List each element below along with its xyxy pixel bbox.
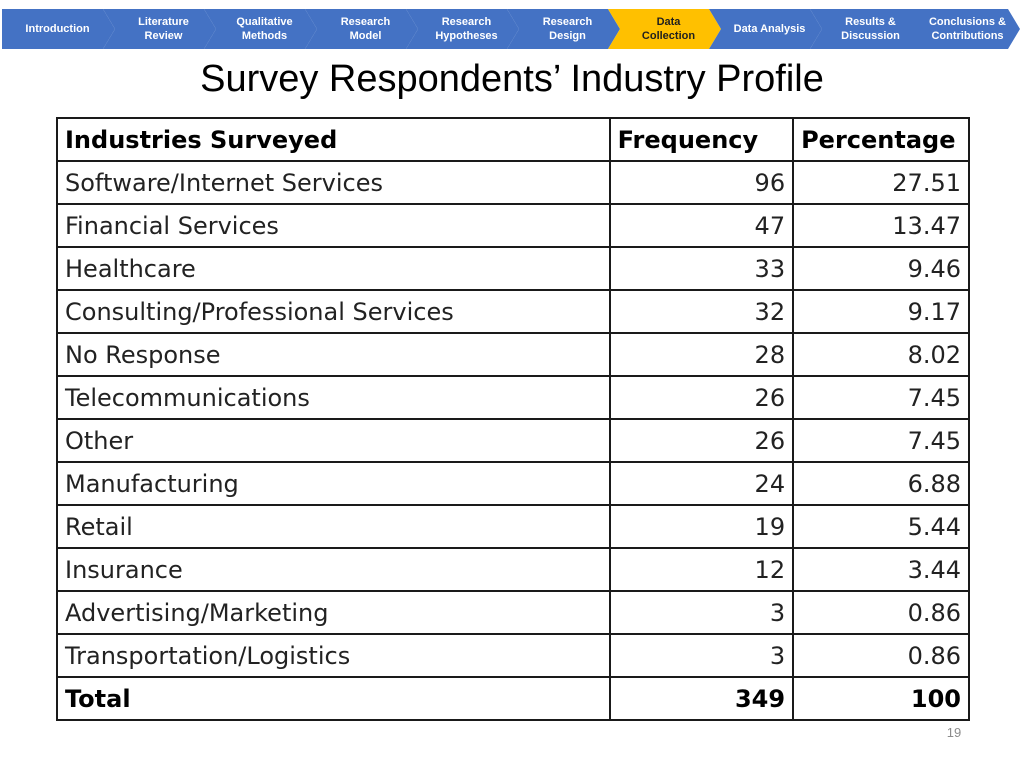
frequency-cell: 28 — [608, 332, 795, 377]
industry-cell: Healthcare — [56, 246, 611, 291]
header-percentage: Percentage — [792, 117, 970, 162]
total-percentage-cell: 100 — [792, 676, 970, 721]
frequency-cell: 12 — [608, 547, 795, 592]
industry-cell: No Response — [56, 332, 611, 377]
table-header-row: Industries Surveyed Frequency Percentage — [56, 117, 970, 162]
industry-cell: Software/Internet Services — [56, 160, 611, 205]
industry-cell: Other — [56, 418, 611, 463]
nav-step-research-model[interactable]: Research Model — [305, 9, 418, 49]
table-row: Consulting/Professional Services 32 9.17 — [56, 289, 970, 334]
frequency-cell: 24 — [608, 461, 795, 506]
percentage-cell: 0.86 — [792, 590, 970, 635]
table-row: Insurance 12 3.44 — [56, 547, 970, 592]
header-frequency: Frequency — [608, 117, 795, 162]
table-row: Transportation/Logistics 3 0.86 — [56, 633, 970, 678]
table-row: No Response 28 8.02 — [56, 332, 970, 377]
percentage-cell: 27.51 — [792, 160, 970, 205]
nav-step-research-design[interactable]: Research Design — [507, 9, 620, 49]
percentage-cell: 9.46 — [792, 246, 970, 291]
table-row: Software/Internet Services 96 27.51 — [56, 160, 970, 205]
table-row: Other 26 7.45 — [56, 418, 970, 463]
page-number: 19 — [946, 725, 962, 740]
process-navigation: Introduction Literature Review Qualitati… — [2, 9, 1020, 49]
frequency-cell: 96 — [608, 160, 795, 205]
percentage-cell: 0.86 — [792, 633, 970, 678]
industry-cell: Financial Services — [56, 203, 611, 248]
frequency-cell: 32 — [608, 289, 795, 334]
nav-step-introduction[interactable]: Introduction — [2, 9, 115, 49]
industry-profile-table: Industries Surveyed Frequency Percentage… — [56, 117, 970, 721]
industry-cell: Consulting/Professional Services — [56, 289, 611, 334]
nav-step-conclusions-contributions[interactable]: Conclusions & Contributions — [907, 9, 1020, 49]
nav-step-results-discussion[interactable]: Results & Discussion — [810, 9, 923, 49]
percentage-cell: 8.02 — [792, 332, 970, 377]
frequency-cell: 47 — [608, 203, 795, 248]
slide-title: Survey Respondents’ Industry Profile — [200, 58, 824, 100]
percentage-cell: 7.45 — [792, 418, 970, 463]
nav-step-literature-review[interactable]: Literature Review — [103, 9, 216, 49]
nav-step-data-analysis[interactable]: Data Analysis — [709, 9, 822, 49]
total-frequency-cell: 349 — [608, 676, 795, 721]
nav-step-data-collection[interactable]: Data Collection — [608, 9, 721, 49]
percentage-cell: 9.17 — [792, 289, 970, 334]
industry-cell: Telecommunications — [56, 375, 611, 420]
percentage-cell: 13.47 — [792, 203, 970, 248]
nav-step-qualitative-methods[interactable]: Qualitative Methods — [204, 9, 317, 49]
industry-cell: Advertising/Marketing — [56, 590, 611, 635]
percentage-cell: 6.88 — [792, 461, 970, 506]
header-industries: Industries Surveyed — [56, 117, 611, 162]
industry-cell: Insurance — [56, 547, 611, 592]
table-total-row: Total 349 100 — [56, 676, 970, 721]
industry-table-image: Industries Surveyed Frequency Percentage… — [56, 117, 970, 721]
table-row: Healthcare 33 9.46 — [56, 246, 970, 291]
industry-cell: Retail — [56, 504, 611, 549]
table-row: Manufacturing 24 6.88 — [56, 461, 970, 506]
table-row: Retail 19 5.44 — [56, 504, 970, 549]
frequency-cell: 26 — [608, 418, 795, 463]
frequency-cell: 3 — [608, 590, 795, 635]
frequency-cell: 26 — [608, 375, 795, 420]
percentage-cell: 5.44 — [792, 504, 970, 549]
table-row: Advertising/Marketing 3 0.86 — [56, 590, 970, 635]
frequency-cell: 33 — [608, 246, 795, 291]
nav-step-research-hypotheses[interactable]: Research Hypotheses — [406, 9, 519, 49]
table-row: Financial Services 47 13.47 — [56, 203, 970, 248]
percentage-cell: 7.45 — [792, 375, 970, 420]
table-row: Telecommunications 26 7.45 — [56, 375, 970, 420]
industry-cell: Transportation/Logistics — [56, 633, 611, 678]
frequency-cell: 3 — [608, 633, 795, 678]
total-label-cell: Total — [56, 676, 611, 721]
percentage-cell: 3.44 — [792, 547, 970, 592]
frequency-cell: 19 — [608, 504, 795, 549]
industry-cell: Manufacturing — [56, 461, 611, 506]
